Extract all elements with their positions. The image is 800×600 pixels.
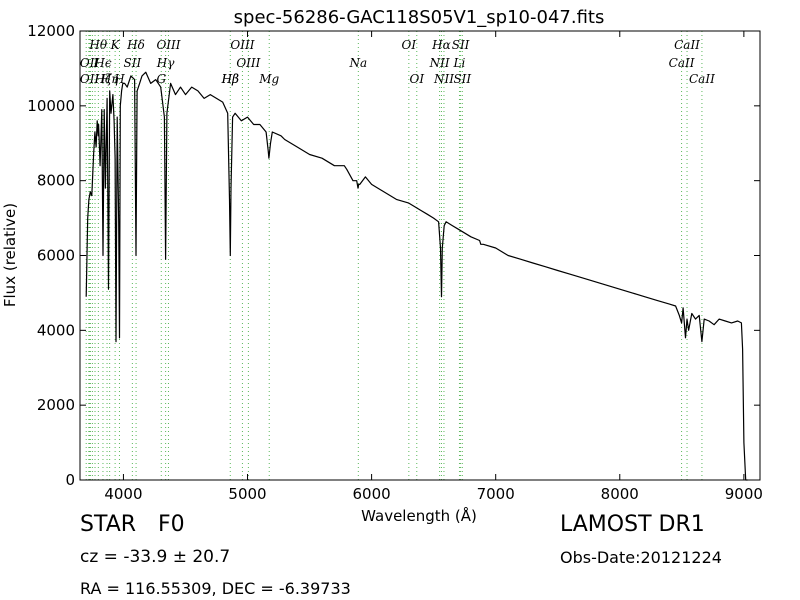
spectral-line-label: Hα [431, 38, 451, 52]
chart-title: spec-56286-GAC118S05V1_sp10-047.fits [234, 7, 605, 28]
spectral-line-label: Hβ [221, 72, 239, 86]
spectral-line-label: CaII [669, 56, 695, 70]
spectral-line-label: OII [80, 72, 100, 86]
spectral-line-label: Mg [258, 72, 279, 86]
object-subclass: F0 [158, 512, 185, 537]
observation-date: Obs-Date:20121224 [560, 548, 722, 567]
coordinates: RA = 116.55309, DEC = -6.39733 [80, 579, 351, 598]
plot-frame [79, 30, 761, 481]
spectral-line-label: SII [453, 72, 471, 86]
y-tick-label: 4000 [37, 321, 75, 339]
x-tick-label: 6000 [353, 485, 391, 503]
spectral-line-label: OI [402, 38, 417, 52]
y-tick-label: 6000 [37, 247, 75, 265]
spectral-line-label: G [156, 72, 166, 86]
spectral-line-label: Hθ [88, 38, 107, 52]
spectral-line-label: Hζ [93, 72, 112, 86]
spectral-line-label: SII [452, 38, 470, 52]
y-axis-label: Flux (relative) [1, 203, 19, 307]
y-tick-label: 2000 [37, 396, 75, 414]
spectral-line-label: NII [433, 72, 454, 86]
spectral-line-label: OII [80, 56, 100, 70]
spectral-line-label: OI [409, 72, 424, 86]
spectral-line-label: Na [349, 56, 368, 70]
y-tick-label: 0 [65, 471, 75, 489]
spectral-line-label: K [110, 38, 121, 52]
spectral-line-label: Li [453, 56, 466, 70]
y-tick-label: 8000 [37, 172, 75, 190]
x-axis-label: Wavelength (Å) [361, 506, 477, 525]
spectral-line-label: CaII [674, 38, 700, 52]
spectral-line-label: Hη [100, 72, 119, 86]
redshift-value: cz = -33.9 ± 20.7 [80, 547, 231, 567]
spectral-line-label: Hϵ [93, 56, 111, 70]
spectrum-line [85, 71, 748, 481]
y-tick-label: 12000 [27, 22, 75, 40]
spectral-line-label: OIII [236, 56, 260, 70]
spectral-line-label: OIII [156, 38, 180, 52]
x-tick-label: 4000 [104, 485, 142, 503]
x-tick-label: 9000 [725, 485, 763, 503]
spectral-line-label: NII [429, 56, 450, 70]
spectral-line-label: CaII [689, 72, 715, 86]
x-tick-label: 5000 [228, 485, 266, 503]
x-tick-label: 7000 [477, 485, 515, 503]
x-tick-label: 8000 [601, 485, 639, 503]
spectral-line-label: Hδ [126, 38, 145, 52]
spectral-line-label: SII [124, 56, 142, 70]
y-tick-label: 10000 [27, 97, 75, 115]
spectral-line-label: I [93, 56, 99, 70]
spectral-line-label: OIII [230, 38, 254, 52]
spectral-line-label: H [113, 72, 125, 86]
spectral-line-label: Hβ [221, 72, 239, 86]
spectral-line-label: Hγ [156, 56, 175, 70]
survey-name: LAMOST DR1 [560, 512, 705, 537]
object-class: STAR [80, 512, 137, 537]
